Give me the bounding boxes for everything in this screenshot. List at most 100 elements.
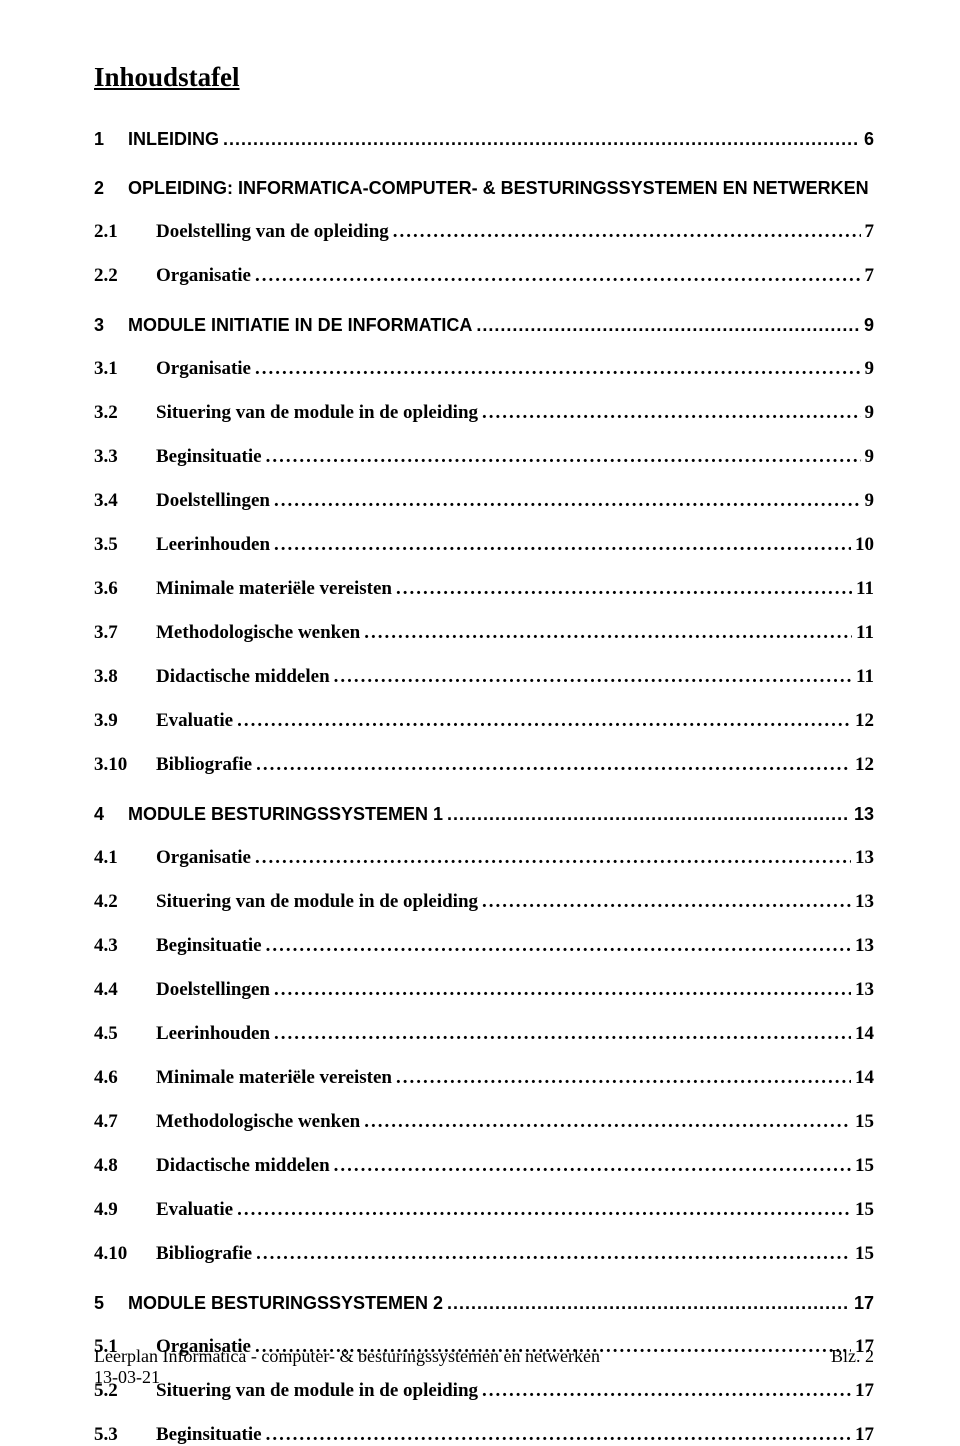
toc-leader-dots bbox=[274, 979, 851, 1001]
toc-entry: 4.1Organisatie 13 bbox=[94, 847, 874, 869]
toc-entry-page: 15 bbox=[855, 1155, 874, 1177]
toc-entry-label: 3.6Minimale materiële vereisten bbox=[94, 578, 392, 600]
toc-entry: 5MODULE BESTURINGSSYSTEMEN 217 bbox=[94, 1293, 874, 1314]
toc-entry-page: 13 bbox=[855, 935, 874, 957]
toc-entry-text: Methodologische wenken bbox=[156, 1111, 360, 1132]
toc-leader-dots bbox=[334, 666, 852, 688]
toc-leader-dots bbox=[396, 578, 852, 600]
toc-entry-label: 4.5Leerinhouden bbox=[94, 1023, 270, 1045]
toc-entry-page: 9 bbox=[865, 446, 875, 468]
toc-entry-text: Evaluatie bbox=[156, 1199, 233, 1220]
toc-entry-page: 13 bbox=[855, 979, 874, 1001]
toc-leader-dots bbox=[476, 315, 860, 336]
toc-entry: 4.3Beginsituatie 13 bbox=[94, 935, 874, 957]
toc-entry-label: 3.8Didactische middelen bbox=[94, 666, 330, 688]
toc-entry-number: 3.5 bbox=[94, 534, 156, 556]
toc-entry-number: 4.6 bbox=[94, 1067, 156, 1089]
toc-entry-page: 13 bbox=[854, 804, 874, 825]
toc-entry-label: 4.9Evaluatie bbox=[94, 1199, 233, 1221]
toc-entry: 4.10Bibliografie 15 bbox=[94, 1243, 874, 1265]
toc-entry-page: 6 bbox=[864, 129, 874, 150]
toc-entry-number: 4.1 bbox=[94, 847, 156, 869]
toc-entry-number: 3.2 bbox=[94, 402, 156, 424]
toc-entry-text: Didactische middelen bbox=[156, 666, 330, 687]
toc-leader-dots bbox=[396, 1067, 851, 1089]
toc-entry-label: 3.9Evaluatie bbox=[94, 710, 233, 732]
toc-entry-number: 3.10 bbox=[94, 754, 156, 776]
toc-entry-text: Bibliografie bbox=[156, 1243, 252, 1264]
toc-entry: 4.5Leerinhouden14 bbox=[94, 1023, 874, 1045]
toc-leader-dots bbox=[393, 221, 861, 243]
toc-entry-label: 4.1Organisatie bbox=[94, 847, 251, 869]
toc-entry: 3.6Minimale materiële vereisten11 bbox=[94, 578, 874, 600]
toc-entry-label: 2.2Organisatie bbox=[94, 265, 251, 287]
toc-leader-dots bbox=[274, 490, 861, 512]
toc-entry: 4MODULE BESTURINGSSYSTEMEN 1 13 bbox=[94, 804, 874, 825]
toc-entry-page: 15 bbox=[855, 1199, 874, 1221]
footer: Leerplan Informatica - computer- & bestu… bbox=[94, 1346, 874, 1388]
toc-entry-text: INLEIDING bbox=[128, 129, 219, 149]
toc-entry-page: 13 bbox=[855, 847, 874, 869]
toc-leader-dots bbox=[255, 847, 851, 869]
toc-entry-text: Leerinhouden bbox=[156, 534, 270, 555]
toc-leader-dots bbox=[256, 1243, 851, 1265]
toc-entry-label: 4.2Situering van de module in de opleidi… bbox=[94, 891, 478, 913]
toc-entry-page: 10 bbox=[855, 534, 874, 556]
toc-entry-text: Methodologische wenken bbox=[156, 622, 360, 643]
toc-entry-page: 9 bbox=[865, 358, 875, 380]
toc-entry-text: Organisatie bbox=[156, 265, 251, 286]
toc-entry-label: 3.7Methodologische wenken bbox=[94, 622, 360, 644]
toc-entry: 3.3Beginsituatie9 bbox=[94, 446, 874, 468]
toc-entry-text: Didactische middelen bbox=[156, 1155, 330, 1176]
toc-entry: 1INLEIDING6 bbox=[94, 129, 874, 150]
toc-leader-dots bbox=[364, 1111, 851, 1133]
toc-entry-text: Organisatie bbox=[156, 847, 251, 868]
toc-entry-number: 4.10 bbox=[94, 1243, 156, 1265]
toc-entry: 4.8Didactische middelen15 bbox=[94, 1155, 874, 1177]
toc-entry-number: 4.9 bbox=[94, 1199, 156, 1221]
toc-entry-text: Situering van de module in de opleiding bbox=[156, 402, 478, 423]
toc-entry-text: Organisatie bbox=[156, 358, 251, 379]
toc-leader-dots bbox=[274, 534, 851, 556]
toc-leader-dots bbox=[266, 446, 861, 468]
toc-entry-text: Situering van de module in de opleiding bbox=[156, 891, 478, 912]
toc-entry-number: 2.2 bbox=[94, 265, 156, 287]
toc-entry-page: 9 bbox=[865, 402, 875, 424]
toc-entry-label: 3.5Leerinhouden bbox=[94, 534, 270, 556]
toc-entry: 2OPLEIDING: INFORMATICA-COMPUTER- & BEST… bbox=[94, 178, 874, 199]
toc-entry: 4.2Situering van de module in de opleidi… bbox=[94, 891, 874, 913]
toc-entry: 4.6Minimale materiële vereisten14 bbox=[94, 1067, 874, 1089]
toc-entry-number: 4.3 bbox=[94, 935, 156, 957]
toc-entry-number: 3.8 bbox=[94, 666, 156, 688]
toc-entry-text: Doelstelling van de opleiding bbox=[156, 221, 389, 242]
toc-title: Inhoudstafel bbox=[94, 62, 874, 93]
toc-list: 1INLEIDING62OPLEIDING: INFORMATICA-COMPU… bbox=[94, 129, 874, 1446]
toc-entry-number: 4.5 bbox=[94, 1023, 156, 1045]
toc-entry-label: 3.4Doelstellingen bbox=[94, 490, 270, 512]
toc-entry-number: 2.1 bbox=[94, 221, 156, 243]
footer-left: Leerplan Informatica - computer- & bestu… bbox=[94, 1346, 600, 1367]
toc-entry: 2.2Organisatie7 bbox=[94, 265, 874, 287]
toc-entry: 3.4Doelstellingen9 bbox=[94, 490, 874, 512]
toc-entry-label: 5.3Beginsituatie bbox=[94, 1424, 262, 1446]
toc-entry: 2.1Doelstelling van de opleiding7 bbox=[94, 221, 874, 243]
toc-leader-dots bbox=[223, 129, 860, 150]
toc-leader-dots bbox=[256, 754, 851, 776]
toc-entry-text: Beginsituatie bbox=[156, 935, 262, 956]
toc-entry-text: Bibliografie bbox=[156, 754, 252, 775]
footer-date: 13-03-21 bbox=[94, 1367, 874, 1388]
toc-entry-number: 5.3 bbox=[94, 1424, 156, 1446]
toc-entry: 3.8Didactische middelen11 bbox=[94, 666, 874, 688]
toc-entry-number: 3.1 bbox=[94, 358, 156, 380]
toc-entry-page: 17 bbox=[855, 1424, 874, 1446]
toc-leader-dots bbox=[255, 358, 861, 380]
toc-entry-number: 3.7 bbox=[94, 622, 156, 644]
toc-entry-text: MODULE BESTURINGSSYSTEMEN 1 bbox=[128, 804, 443, 824]
toc-entry-text: OPLEIDING: INFORMATICA-COMPUTER- & BESTU… bbox=[128, 178, 869, 198]
toc-entry: 3.5Leerinhouden 10 bbox=[94, 534, 874, 556]
toc-entry-label: 5MODULE BESTURINGSSYSTEMEN 2 bbox=[94, 1293, 443, 1314]
toc-entry-number: 4 bbox=[94, 804, 128, 825]
toc-entry-page: 15 bbox=[855, 1243, 874, 1265]
toc-entry-number: 3 bbox=[94, 315, 128, 336]
toc-entry-page: 13 bbox=[855, 891, 874, 913]
